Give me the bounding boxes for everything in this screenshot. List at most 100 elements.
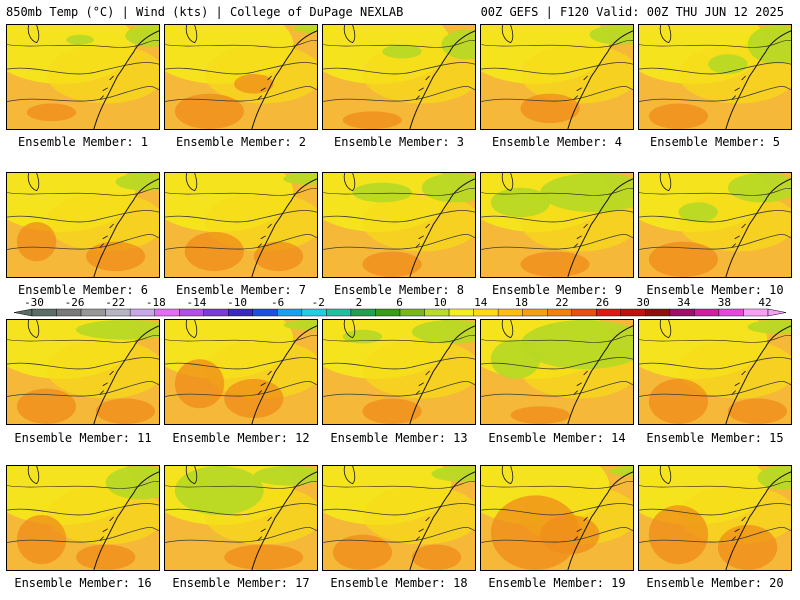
temperature-map [481,466,633,570]
panel-label: Ensemble Member: 19 [488,576,626,590]
panel-label: Ensemble Member: 18 [330,576,468,590]
colorbar-swatch [129,308,155,317]
panel-label: Ensemble Member: 9 [491,283,623,297]
colorbar-tick-label: -14 [186,296,207,309]
ensemble-panel [638,172,792,278]
colorbar-swatch [105,308,131,317]
colorbar-tick-label: 42 [758,296,772,309]
colorbar-swatch [228,308,253,317]
panel-label: Ensemble Member: 16 [14,576,152,590]
colorbar-swatch [694,308,720,317]
colorbar-tick-label: 34 [677,296,691,309]
colorbar-tick-label: -6 [271,296,285,309]
colorbar-tick-label: 26 [595,296,610,309]
temperature-map [7,173,159,277]
colorbar-swatch [620,308,646,317]
ensemble-panel [322,319,476,425]
ensemble-panel [480,172,634,278]
colorbar-swatch [522,308,548,317]
temperature-map [7,466,159,570]
ensemble-panel [6,319,160,425]
colorbar-swatch [80,308,106,317]
ensemble-panel [164,319,318,425]
color-legend [13,308,787,317]
colorbar-swatch [743,308,769,317]
panel-label: Ensemble Member: 13 [330,431,468,445]
panel-label: Ensemble Member: 8 [333,283,465,297]
panel-label: Ensemble Member: 1 [17,135,149,149]
temperature-map [323,320,475,424]
temperature-map [481,320,633,424]
colorbar-swatch [252,308,278,317]
colorbar-swatch [473,308,499,317]
ensemble-panel [480,465,634,571]
ensemble-panel [6,24,160,130]
colorbar-swatch [718,308,744,317]
colorbar-swatch [277,308,303,317]
colorbar-tick-label: -26 [64,296,85,309]
temperature-map [323,173,475,277]
temperature-map [639,173,791,277]
temperature-map [165,173,317,277]
ensemble-panel [638,24,792,130]
colorbar-swatch [56,308,82,317]
ensemble-panel [322,172,476,278]
panel-label: Ensemble Member: 5 [649,135,781,149]
colorbar-tick-label: -30 [24,296,44,309]
temperature-map [639,466,791,570]
colorbar-swatch [31,308,57,317]
temperature-map [165,320,317,424]
colorbar-swatch [350,308,376,317]
temperature-map [165,466,317,570]
colorbar-tick-label: -10 [227,296,247,309]
colorbar-swatch [596,308,621,317]
colorbar-tick-label: 6 [396,296,403,309]
temperature-map [639,25,791,129]
colorbar-swatch [669,308,695,317]
ensemble-panel [322,24,476,130]
ensemble-panel [164,465,318,571]
colorbar-tick-label: 14 [474,296,488,309]
temperature-map [165,25,317,129]
ensemble-panel [480,24,634,130]
panel-label: Ensemble Member: 3 [333,135,465,149]
temperature-map [481,173,633,277]
colorbar-swatch [326,308,352,317]
ensemble-panel [638,465,792,571]
colorbar-swatch [424,308,450,317]
colorbar-swatch [645,308,671,317]
colorbar-swatch [547,308,572,317]
panel-label: Ensemble Member: 7 [175,283,307,297]
ensemble-panel [164,24,318,130]
colorbar-swatch [178,308,204,317]
temperature-map [323,25,475,129]
valid-time: 00Z GEFS | F120 Valid: 00Z THU JUN 12 20… [480,5,784,19]
colorbar-tick-label: -22 [105,296,126,309]
panel-label: Ensemble Member: 17 [172,576,310,590]
colorbar-swatch [301,308,327,317]
colorbar-tick-label: 2 [355,296,363,309]
colorbar-tick-label: -18 [145,296,166,309]
colorbar-swatch [448,308,474,317]
chart-title: 850mb Temp (°C) | Wind (kts) | College o… [6,5,404,19]
colorbar-tick-label: 10 [433,296,447,309]
colorbar-swatch [203,308,229,317]
ensemble-panel [6,465,160,571]
temperature-map [7,320,159,424]
colorbar-swatch [399,308,425,317]
ensemble-panel [6,172,160,278]
panel-label: Ensemble Member: 15 [646,431,784,445]
panel-label: Ensemble Member: 4 [491,135,623,149]
panel-label: Ensemble Member: 12 [172,431,310,445]
colorbar-tick-label: 30 [636,296,650,309]
colorbar-tick-label: 38 [717,296,731,309]
panel-label: Ensemble Member: 6 [17,283,149,297]
temperature-map [639,320,791,424]
colorbar-tick-label: -2 [311,296,325,309]
ensemble-panel [322,465,476,571]
panel-label: Ensemble Member: 2 [175,135,307,149]
temperature-map [7,25,159,129]
colorbar-swatch [375,308,401,317]
panel-label: Ensemble Member: 10 [646,283,784,297]
ensemble-panel [164,172,318,278]
